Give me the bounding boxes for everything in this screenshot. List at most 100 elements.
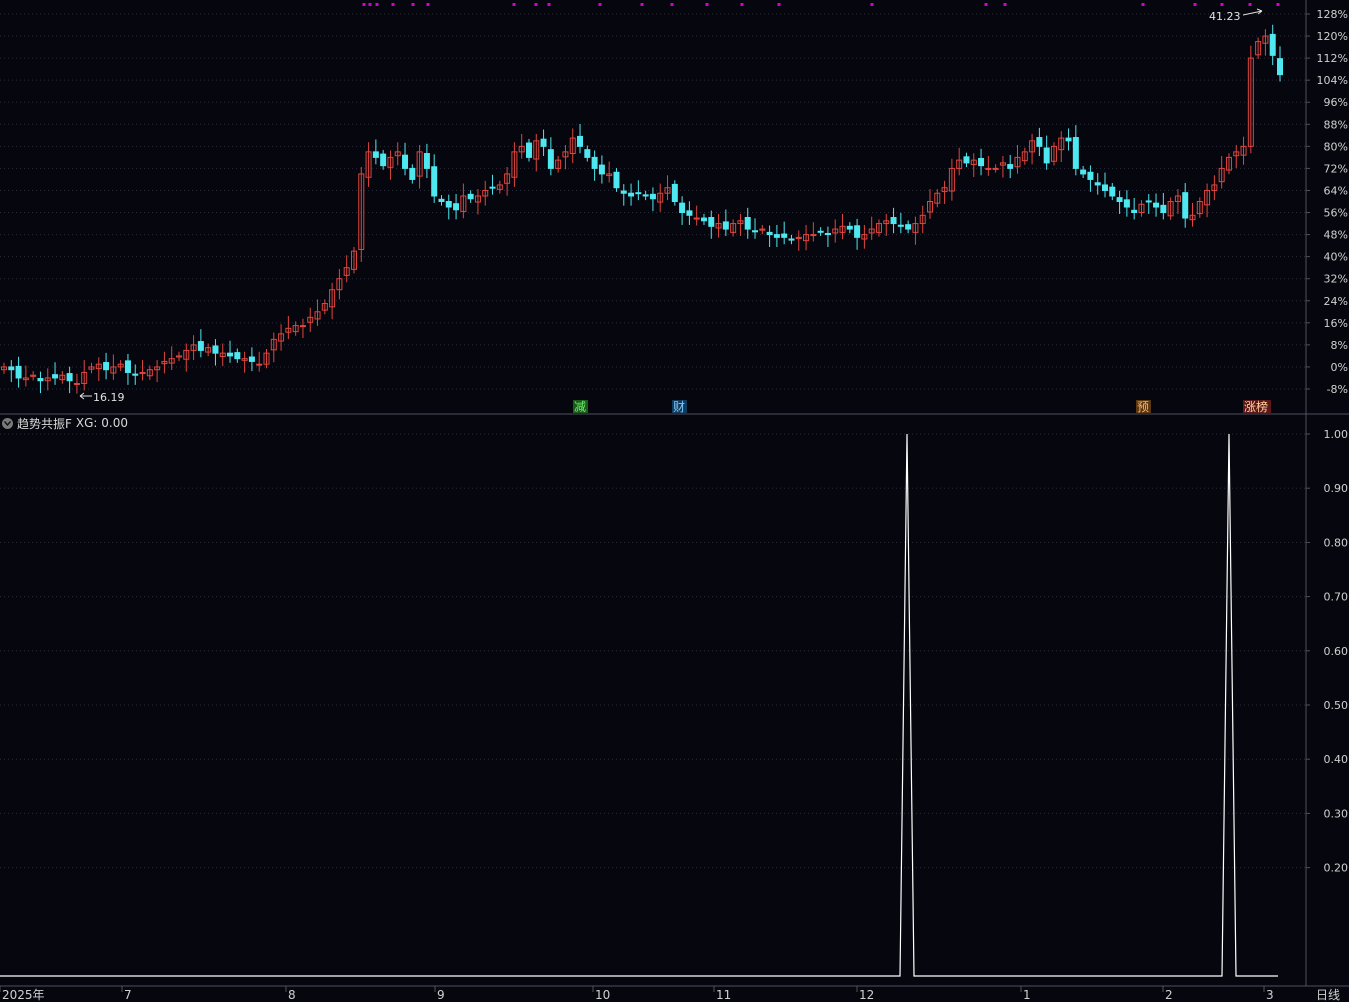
xg-line[interactable] [0, 433, 1278, 977]
candle-body[interactable] [467, 193, 474, 200]
event-tag-bg[interactable] [573, 400, 588, 413]
candle-body[interactable] [1269, 33, 1276, 56]
candle-body[interactable] [591, 156, 598, 169]
candle-body[interactable] [110, 366, 117, 374]
candle-body[interactable] [547, 149, 554, 169]
candle-body[interactable] [482, 189, 489, 197]
candle-body[interactable] [263, 352, 270, 365]
candle-body[interactable] [219, 352, 226, 357]
candle-body[interactable] [533, 140, 540, 160]
candle-body[interactable] [1262, 35, 1269, 44]
event-tag-label[interactable]: 财 [673, 400, 685, 414]
candle-body[interactable] [1204, 189, 1211, 206]
candle-body[interactable] [715, 223, 722, 229]
candlestick-series[interactable] [1, 24, 1283, 394]
candle-body[interactable] [1123, 199, 1130, 208]
candle-body[interactable] [1102, 184, 1109, 191]
candle-body[interactable] [197, 341, 204, 351]
candle-body[interactable] [912, 223, 919, 233]
candle-body[interactable] [803, 234, 810, 242]
event-tag-label[interactable]: 涨榜 [1244, 399, 1268, 414]
candle-body[interactable] [1233, 151, 1240, 157]
candle-body[interactable] [919, 214, 926, 225]
candle-body[interactable] [95, 363, 102, 370]
candle-body[interactable] [810, 234, 817, 237]
candle-body[interactable] [613, 171, 620, 189]
candle-body[interactable] [540, 138, 547, 147]
candle-body[interactable] [985, 167, 992, 170]
candle-body[interactable] [752, 230, 759, 233]
candle-body[interactable] [1153, 202, 1160, 208]
candle-body[interactable] [1094, 182, 1101, 186]
candle-body[interactable] [103, 362, 110, 371]
candle-body[interactable] [577, 135, 584, 147]
candle-body[interactable] [227, 352, 234, 357]
candle-body[interactable] [190, 344, 197, 351]
candle-body[interactable] [511, 151, 518, 178]
candle-body[interactable] [1225, 156, 1232, 171]
candle-body[interactable] [1, 366, 7, 371]
candle-body[interactable] [1174, 195, 1181, 202]
candle-body[interactable] [124, 360, 131, 373]
candle-body[interactable] [846, 225, 853, 230]
candle-body[interactable] [978, 157, 985, 167]
candle-body[interactable] [1043, 147, 1050, 164]
candle-body[interactable] [343, 267, 350, 276]
candle-body[interactable] [460, 195, 467, 212]
candle-body[interactable] [336, 278, 343, 291]
candle-body[interactable] [927, 201, 934, 213]
candle-body[interactable] [1116, 197, 1123, 203]
collapse-icon[interactable] [2, 417, 13, 429]
candle-body[interactable] [620, 190, 627, 194]
candle-body[interactable] [248, 356, 255, 362]
candle-body[interactable] [606, 173, 613, 177]
candle-body[interactable] [350, 250, 357, 270]
candle-body[interactable] [212, 345, 219, 354]
event-tag-bg[interactable] [672, 400, 687, 413]
candle-body[interactable] [555, 159, 562, 169]
candle-body[interactable] [642, 194, 649, 197]
xg-line-series[interactable] [0, 433, 1278, 977]
candle-body[interactable] [671, 183, 678, 203]
candle-body[interactable] [117, 363, 124, 368]
event-tag-bg[interactable] [1243, 400, 1271, 413]
candle-body[interactable] [562, 151, 569, 158]
candle-body[interactable] [518, 145, 525, 153]
candle-body[interactable] [438, 198, 445, 202]
candle-body[interactable] [402, 154, 409, 169]
candle-body[interactable] [722, 221, 729, 230]
candle-body[interactable] [1087, 171, 1094, 180]
candle-body[interactable] [292, 325, 299, 333]
candle-body[interactable] [387, 156, 394, 168]
candle-body[interactable] [1167, 201, 1174, 217]
candle-body[interactable] [431, 166, 438, 197]
candle-body[interactable] [489, 186, 496, 189]
candle-body[interactable] [970, 159, 977, 166]
candle-body[interactable] [759, 228, 766, 231]
candle-body[interactable] [8, 366, 15, 371]
candle-body[interactable] [679, 202, 686, 214]
event-tag-bg[interactable] [1136, 400, 1151, 413]
candle-body[interactable] [15, 365, 22, 379]
candle-body[interactable] [37, 378, 44, 382]
candle-body[interactable] [934, 192, 941, 204]
candle-body[interactable] [628, 192, 635, 197]
candle-body[interactable] [285, 327, 292, 333]
event-tag-label[interactable]: 预 [1137, 400, 1149, 414]
candle-body[interactable] [795, 236, 802, 239]
candle-body[interactable] [88, 366, 95, 370]
candle-body[interactable] [956, 159, 963, 169]
candle-body[interactable] [817, 230, 824, 233]
candle-body[interactable] [183, 349, 190, 360]
candle-body[interactable] [175, 355, 182, 358]
candle-body[interactable] [773, 234, 780, 238]
candle-body[interactable] [380, 153, 387, 167]
candle-body[interactable] [1065, 137, 1072, 142]
candle-body[interactable] [1277, 58, 1283, 76]
candle-body[interactable] [1131, 209, 1138, 214]
event-tag-label[interactable]: 减 [574, 400, 586, 414]
candle-body[interactable] [1036, 137, 1043, 147]
candle-body[interactable] [897, 224, 904, 227]
candle-body[interactable] [737, 220, 744, 225]
candle-body[interactable] [394, 151, 401, 157]
